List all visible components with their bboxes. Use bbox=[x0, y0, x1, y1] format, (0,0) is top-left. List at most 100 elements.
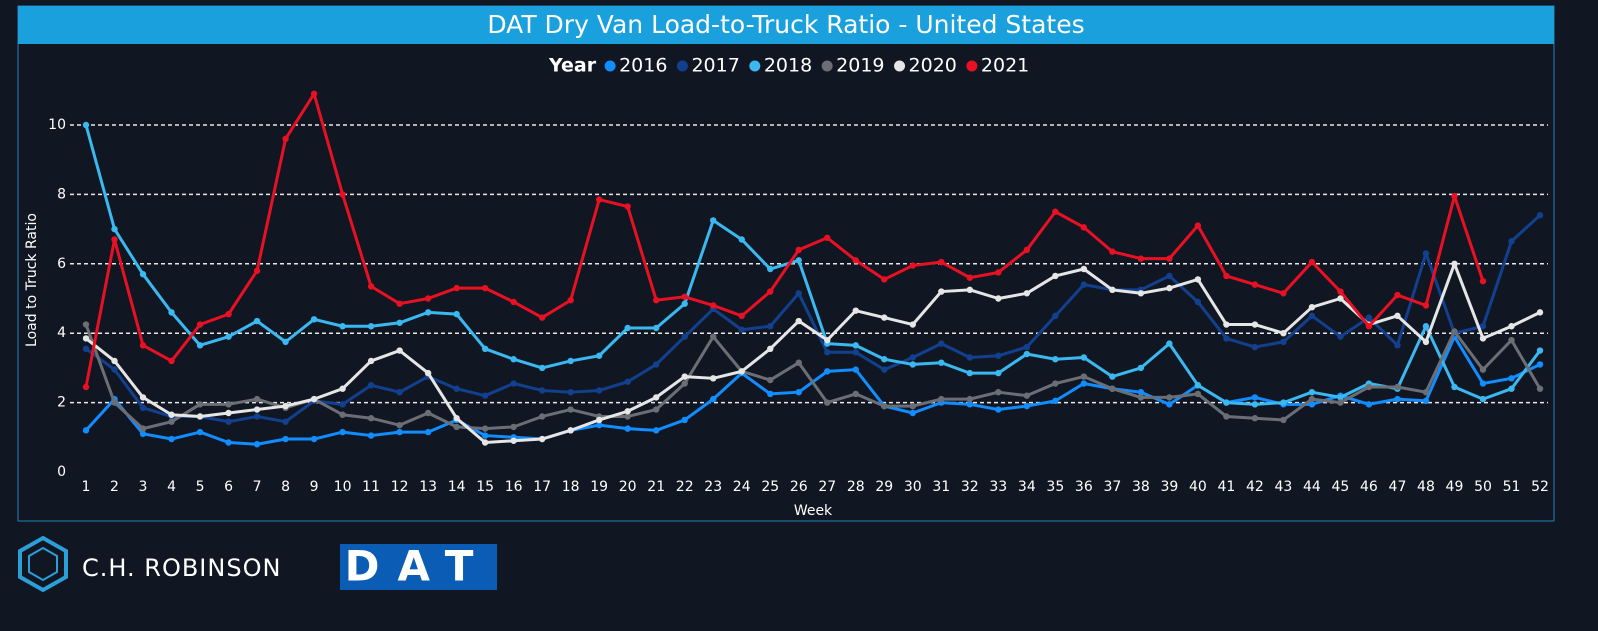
data-point bbox=[453, 423, 460, 431]
data-point bbox=[225, 418, 232, 425]
data-point bbox=[510, 298, 517, 306]
data-point bbox=[909, 354, 916, 361]
x-tick-label: 43 bbox=[1274, 479, 1292, 495]
data-point bbox=[681, 380, 688, 387]
data-point bbox=[1536, 212, 1544, 219]
data-point bbox=[111, 236, 118, 243]
data-point bbox=[510, 356, 517, 363]
data-point bbox=[253, 413, 261, 420]
data-point bbox=[738, 368, 745, 375]
data-point bbox=[1308, 388, 1316, 396]
x-tick-label: 24 bbox=[733, 479, 751, 495]
data-point bbox=[1451, 328, 1458, 335]
data-point bbox=[1166, 284, 1173, 292]
data-point bbox=[538, 413, 546, 420]
x-tick-label: 32 bbox=[961, 479, 979, 495]
data-point bbox=[795, 290, 802, 297]
x-tick-label: 17 bbox=[533, 479, 551, 495]
x-tick-label: 15 bbox=[476, 479, 494, 495]
data-point bbox=[1023, 402, 1031, 410]
data-point bbox=[681, 373, 688, 380]
dat-logo: DAT bbox=[340, 542, 497, 591]
data-point bbox=[111, 357, 118, 365]
data-point bbox=[852, 307, 859, 314]
data-point bbox=[1166, 272, 1173, 280]
data-point bbox=[1280, 338, 1287, 346]
data-point bbox=[1365, 314, 1373, 321]
x-tick-label: 25 bbox=[761, 479, 779, 495]
x-tick-label: 20 bbox=[619, 479, 637, 495]
data-point bbox=[339, 428, 346, 436]
data-point bbox=[1508, 375, 1515, 382]
x-tick-label: 34 bbox=[1018, 479, 1036, 495]
y-tick-label: 4 bbox=[57, 325, 66, 341]
data-point bbox=[424, 428, 432, 436]
data-point bbox=[1536, 347, 1544, 354]
x-tick-label: 35 bbox=[1046, 479, 1064, 495]
data-point bbox=[852, 390, 859, 398]
data-point bbox=[82, 345, 90, 353]
data-point bbox=[881, 276, 888, 283]
data-point bbox=[681, 333, 688, 340]
data-point bbox=[1251, 401, 1259, 408]
data-point bbox=[795, 246, 802, 254]
series-line bbox=[84, 324, 1542, 431]
data-point bbox=[111, 225, 118, 233]
data-point bbox=[111, 399, 118, 406]
data-point bbox=[1080, 354, 1088, 361]
data-point bbox=[909, 321, 916, 328]
x-tick-label: 1 bbox=[82, 479, 91, 495]
data-point bbox=[1052, 208, 1059, 215]
data-point bbox=[1223, 399, 1230, 406]
x-tick-label: 22 bbox=[676, 479, 694, 495]
x-tick-label: 28 bbox=[847, 479, 865, 495]
x-tick-label: 42 bbox=[1246, 479, 1264, 495]
data-point bbox=[196, 401, 204, 408]
data-point bbox=[1166, 340, 1173, 347]
x-tick-label: 37 bbox=[1103, 479, 1121, 495]
data-point bbox=[824, 234, 831, 241]
data-point bbox=[1194, 382, 1202, 389]
x-tick-label: 27 bbox=[818, 479, 836, 495]
data-point bbox=[1166, 394, 1173, 401]
data-point bbox=[1394, 312, 1401, 320]
data-point bbox=[767, 390, 774, 398]
y-tick-label: 8 bbox=[57, 186, 66, 202]
data-point bbox=[481, 284, 489, 292]
data-point bbox=[1280, 416, 1287, 424]
x-tick-label: 30 bbox=[904, 479, 922, 495]
x-tick-label: 10 bbox=[334, 479, 352, 495]
data-point bbox=[1308, 258, 1316, 266]
data-point bbox=[1052, 312, 1059, 320]
data-point bbox=[852, 342, 859, 349]
data-point bbox=[481, 392, 489, 399]
legend-label: 2016 bbox=[619, 55, 667, 77]
x-tick-label: 14 bbox=[448, 479, 466, 495]
x-tick-label: 4 bbox=[167, 479, 176, 495]
data-point bbox=[1109, 248, 1116, 255]
data-point bbox=[396, 319, 403, 326]
x-tick-label: 18 bbox=[562, 479, 580, 495]
data-point bbox=[795, 257, 802, 264]
data-point bbox=[1194, 298, 1202, 306]
data-point bbox=[938, 395, 945, 403]
data-point bbox=[1422, 323, 1430, 330]
data-point bbox=[710, 302, 717, 309]
legend-label: 2021 bbox=[981, 55, 1029, 77]
data-point bbox=[852, 257, 859, 264]
data-point bbox=[681, 416, 688, 424]
data-point bbox=[938, 258, 945, 266]
data-point bbox=[1451, 260, 1458, 267]
data-point bbox=[111, 366, 118, 373]
data-point bbox=[710, 375, 717, 382]
x-tick-label: 38 bbox=[1132, 479, 1150, 495]
data-point bbox=[966, 274, 974, 281]
data-point bbox=[1337, 295, 1344, 302]
series-2016 bbox=[82, 333, 1544, 448]
x-tick-label: 31 bbox=[932, 479, 950, 495]
data-point bbox=[253, 317, 261, 325]
data-point bbox=[139, 430, 147, 438]
data-point bbox=[1137, 388, 1145, 396]
data-point bbox=[595, 352, 603, 359]
